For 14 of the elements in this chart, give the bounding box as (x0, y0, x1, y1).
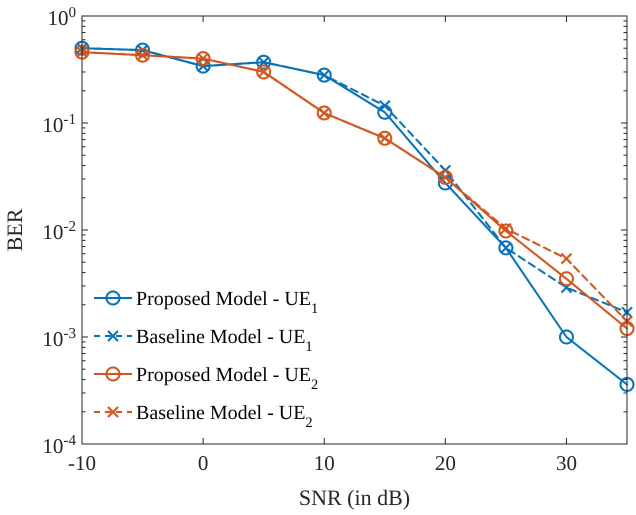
x-tick-label: 0 (198, 451, 208, 475)
y-tick-label: 10$^{-3}$ (42, 326, 76, 351)
x-tick-label: 20 (434, 451, 456, 475)
y-tick-label: 10$^{0}$ (47, 5, 76, 30)
x-axis-title: SNR (in dB) (298, 485, 410, 510)
y-tick-label: 10$^{-1}$ (42, 112, 76, 137)
y-axis-title: BER (2, 208, 27, 252)
x-tick-label: 10 (314, 451, 335, 475)
legend-label: Baseline Model - UE$_{2}$ (136, 402, 313, 431)
legend-label: Baseline Model - UE$_{1}$ (136, 326, 313, 355)
y-tick-label: 10$^{-2}$ (42, 219, 76, 244)
legend-label: Proposed Model - UE$_{2}$ (136, 364, 318, 393)
legend-label: Proposed Model - UE$_{1}$ (136, 288, 318, 317)
x-tick-label: 30 (556, 451, 577, 475)
